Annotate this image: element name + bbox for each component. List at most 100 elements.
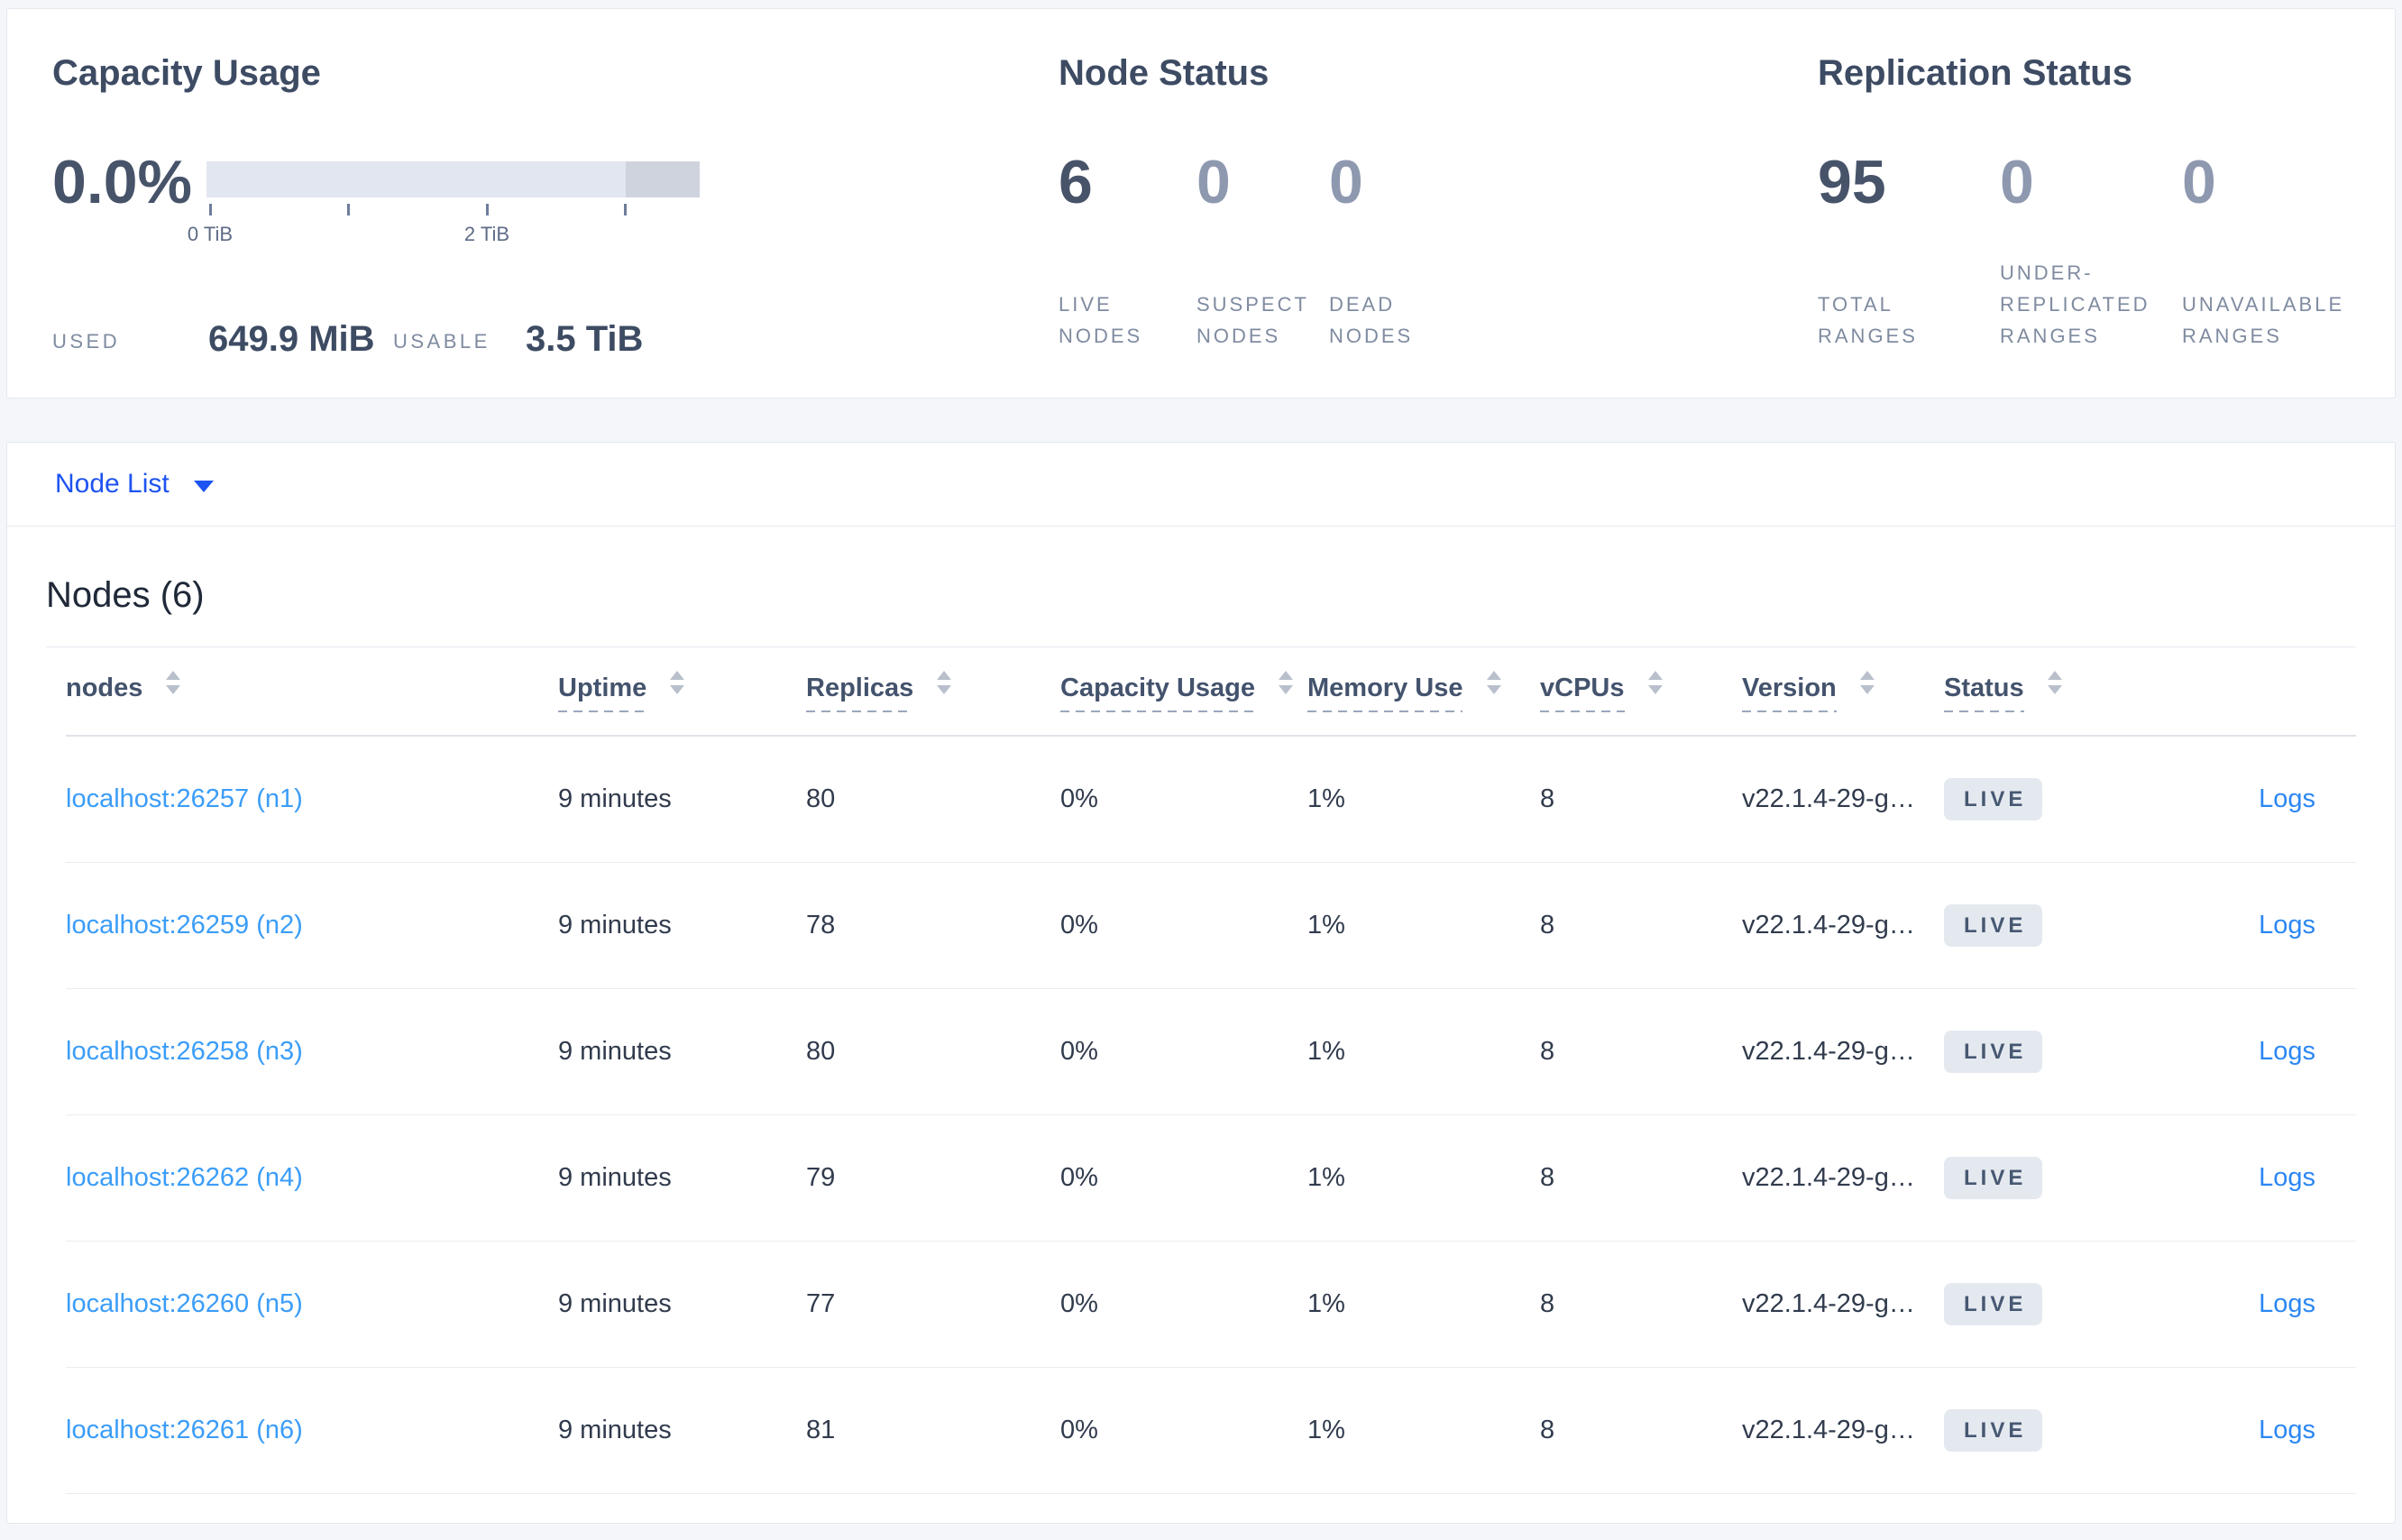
stat-label: SUSPECT NODES xyxy=(1196,293,1309,347)
capacity-usage-cell: 0% xyxy=(1060,988,1307,1115)
stat-cell: 0 DEAD NODES xyxy=(1329,151,1487,352)
node-link[interactable]: localhost:26260 (n5) xyxy=(66,1289,303,1318)
stat-label: DEAD NODES xyxy=(1329,293,1414,347)
capacity-used-percent: 0.0% xyxy=(52,148,192,216)
nodes-table: nodes Uptime Replicas Capacity Usage Mem… xyxy=(66,647,2356,1494)
logs-link[interactable]: Logs xyxy=(2259,911,2315,940)
uptime-cell: 9 minutes xyxy=(558,1367,806,1494)
nodes-table-section: Nodes (6) nodes Uptime Replicas xyxy=(7,573,2395,1494)
sort-icon xyxy=(1279,670,1294,694)
column-header[interactable]: Replicas xyxy=(806,647,1060,737)
stat-cell: 0 SUSPECT NODES xyxy=(1196,151,1329,352)
status-badge: LIVE xyxy=(1944,1031,2043,1073)
version-cell: v22.1.4-29-g… xyxy=(1742,1114,1944,1242)
version-cell: v22.1.4-29-g… xyxy=(1742,862,1944,989)
capacity-usage-cell: 0% xyxy=(1060,1114,1307,1242)
sort-icon xyxy=(166,670,181,694)
stat-label: LIVE NODES xyxy=(1059,293,1143,347)
column-header[interactable]: Version xyxy=(1742,647,1944,737)
status-badge: LIVE xyxy=(1944,778,2043,820)
replication-status-title: Replication Status xyxy=(1818,53,2132,93)
node-link[interactable]: localhost:26257 (n1) xyxy=(66,784,303,813)
logs-link[interactable]: Logs xyxy=(2259,1037,2315,1066)
replicas-cell: 79 xyxy=(806,1114,1060,1242)
sort-down-arrow xyxy=(166,684,181,694)
table-header-row: nodes Uptime Replicas Capacity Usage Mem… xyxy=(66,647,2356,737)
stat-label: UNDER-REPLICATED RANGES xyxy=(2000,261,2150,347)
vcpus-cell: 8 xyxy=(1540,736,1742,863)
sort-icon xyxy=(2047,670,2062,694)
column-header-label: vCPUs xyxy=(1540,673,1625,712)
table-row: localhost:26260 (n5) 9 minutes 77 0% 1% … xyxy=(66,1241,2356,1368)
status-badge: LIVE xyxy=(1944,1157,2043,1199)
column-header[interactable]: Uptime xyxy=(558,647,806,737)
sort-down-arrow xyxy=(2047,684,2062,694)
column-header[interactable]: Capacity Usage xyxy=(1060,647,1307,737)
sort-icon xyxy=(937,670,952,694)
uptime-cell: 9 minutes xyxy=(558,988,806,1115)
vcpus-cell: 8 xyxy=(1540,1114,1742,1242)
stat-value: 0 xyxy=(1329,148,1363,216)
replicas-cell: 81 xyxy=(806,1367,1060,1494)
table-row: localhost:26261 (n6) 9 minutes 81 0% 1% … xyxy=(66,1367,2356,1494)
node-list-dropdown[interactable]: Node List xyxy=(55,469,170,499)
column-header xyxy=(2192,647,2356,737)
used-label: USED xyxy=(52,330,121,353)
version-cell: v22.1.4-29-g… xyxy=(1742,736,1944,863)
node-link[interactable]: localhost:26261 (n6) xyxy=(66,1416,303,1444)
column-header-label: Memory Use xyxy=(1307,673,1463,712)
uptime-cell: 9 minutes xyxy=(558,1241,806,1368)
replicas-cell: 77 xyxy=(806,1241,1060,1368)
capacity-stats: USED 649.9 MiB USABLE 3.5 TiB xyxy=(52,317,1026,362)
capacity-usage-cell: 0% xyxy=(1060,1241,1307,1368)
logs-link[interactable]: Logs xyxy=(2259,1416,2315,1444)
stat-value: 0 xyxy=(2000,148,2034,216)
table-row: localhost:26259 (n2) 9 minutes 78 0% 1% … xyxy=(66,862,2356,989)
logs-link[interactable]: Logs xyxy=(2259,1163,2315,1192)
sort-up-arrow xyxy=(670,670,685,680)
node-status-stats: 6 LIVE NODES 0 SUSPECT NODES 0 DEAD NODE… xyxy=(1059,151,1487,352)
column-header[interactable]: Memory Use xyxy=(1307,647,1540,737)
memory-use-cell: 1% xyxy=(1307,1367,1540,1494)
node-link[interactable]: localhost:26262 (n4) xyxy=(66,1163,303,1192)
stat-label: UNAVAILABLE RANGES xyxy=(2182,293,2345,347)
node-list-panel: Node List Nodes (6) nodes Uptime Replica xyxy=(6,442,2396,1524)
sort-up-arrow xyxy=(1647,670,1663,680)
axis-tick-label: 2 TiB xyxy=(463,223,510,245)
table-row: localhost:26258 (n3) 9 minutes 80 0% 1% … xyxy=(66,988,2356,1115)
chevron-down-icon[interactable] xyxy=(193,480,214,492)
sort-down-arrow xyxy=(937,684,952,694)
sort-up-arrow xyxy=(937,670,952,680)
capacity-usage-cell: 0% xyxy=(1060,1367,1307,1494)
replicas-cell: 80 xyxy=(806,988,1060,1115)
column-header[interactable]: Status xyxy=(1944,647,2192,737)
stat-cell: 6 LIVE NODES xyxy=(1059,151,1196,352)
stat-cell: 95 TOTAL RANGES xyxy=(1818,151,2000,352)
column-header-label: Status xyxy=(1944,673,2024,712)
vcpus-cell: 8 xyxy=(1540,1367,1742,1494)
logs-link[interactable]: Logs xyxy=(2259,1289,2315,1318)
uptime-cell: 9 minutes xyxy=(558,1114,806,1242)
nodes-heading: Nodes (6) xyxy=(46,575,205,615)
column-header[interactable]: nodes xyxy=(66,647,558,737)
node-status-title: Node Status xyxy=(1059,53,1270,93)
sort-icon xyxy=(1486,670,1501,694)
logs-link[interactable]: Logs xyxy=(2259,784,2315,813)
uptime-cell: 9 minutes xyxy=(558,736,806,863)
capacity-usage-section: Capacity Usage 0.0% 0 TiB 2 TiB USED 649.… xyxy=(52,9,1026,398)
version-cell: v22.1.4-29-g… xyxy=(1742,1241,1944,1368)
axis-tick xyxy=(347,204,350,215)
node-status-section: Node Status 6 LIVE NODES 0 SUSPECT NODES… xyxy=(1059,9,1780,398)
node-link[interactable]: localhost:26259 (n2) xyxy=(66,911,303,940)
heading-divider xyxy=(46,646,2356,647)
stat-cell: 0 UNDER-REPLICATED RANGES xyxy=(2000,151,2182,352)
column-header-label: nodes xyxy=(66,673,143,702)
replicas-cell: 80 xyxy=(806,736,1060,863)
cluster-overview-panel: Capacity Usage 0.0% 0 TiB 2 TiB USED 649.… xyxy=(6,8,2396,399)
column-header[interactable]: vCPUs xyxy=(1540,647,1742,737)
node-link[interactable]: localhost:26258 (n3) xyxy=(66,1037,303,1066)
axis-tick xyxy=(209,204,212,215)
version-cell: v22.1.4-29-g… xyxy=(1742,1367,1944,1494)
capacity-bar-chart: 0 TiB 2 TiB xyxy=(188,161,700,245)
sort-icon xyxy=(1647,670,1663,694)
